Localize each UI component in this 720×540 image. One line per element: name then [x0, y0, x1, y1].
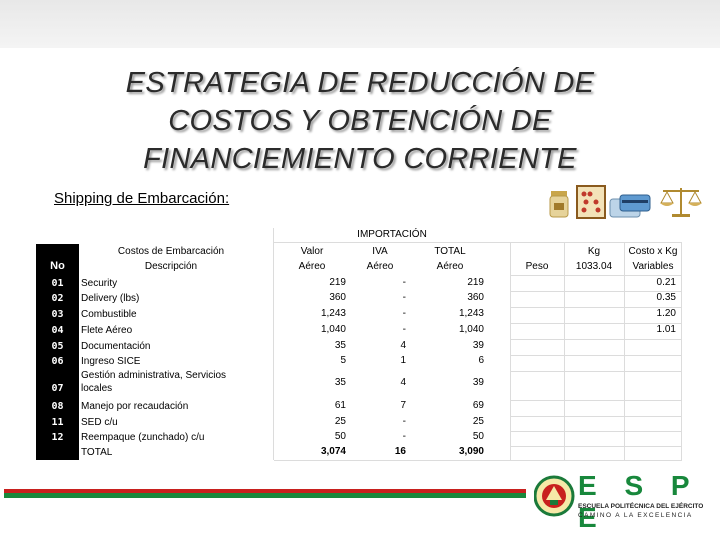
title-line-1: ESTRATEGIA DE REDUCCIÓN DE	[125, 67, 595, 99]
row-iva: 4	[400, 340, 406, 351]
header-iva: IVA	[372, 246, 388, 257]
row-total: 1,243	[458, 308, 484, 319]
row-desc: Reempaque (zunchado) c/u	[81, 432, 205, 443]
header-total: TOTAL	[434, 246, 466, 257]
costs-table: IMPORTACIÓN No Costos de Embarcación Des…	[36, 228, 682, 461]
row-total: 25	[472, 416, 484, 427]
row-no: 08	[51, 401, 64, 412]
header-costos: Costos de Embarcación	[117, 246, 225, 257]
espe-logo: E S P E ESCUELA POLITÉCNICA DEL EJÉRCITO…	[533, 470, 714, 533]
row-no: 05	[51, 341, 64, 352]
row-iva: 4	[400, 377, 406, 388]
title-line-3: FINANCIEMIENTO CORRIENTE	[143, 143, 577, 175]
row-valor: 219	[329, 277, 346, 288]
row-no: 06	[51, 356, 64, 367]
total-label: TOTAL	[81, 447, 113, 458]
row-iva: -	[402, 277, 406, 288]
header-total-aereo: Aéreo	[436, 261, 464, 272]
row-total: 1,040	[458, 324, 484, 335]
row-valor: 1,040	[320, 324, 346, 335]
total-valor: 3,074	[320, 446, 346, 457]
page-title: ESTRATEGIA DE REDUCCIÓN DE COSTOS Y OBTE…	[60, 64, 660, 178]
row-valor: 61	[334, 400, 346, 411]
row-desc: Documentación	[81, 341, 151, 352]
row-no: 01	[51, 278, 64, 289]
header-variables: Variables	[632, 261, 674, 272]
decorative-icons	[548, 183, 708, 223]
header-no: No	[50, 260, 65, 272]
row-valor: 360	[329, 292, 346, 303]
row-valor: 50	[334, 431, 346, 442]
row-total: 50	[472, 431, 484, 442]
kg-value: 1033.04	[575, 261, 613, 272]
logo-line-2: CAMINO A LA EXCELENCIA	[578, 512, 693, 519]
top-band	[0, 0, 720, 48]
row-total: 360	[467, 292, 484, 303]
header-descripcion: Descripción	[144, 261, 198, 272]
row-desc: Ingreso SICE	[81, 356, 141, 367]
total-iva: 16	[394, 446, 406, 457]
row-iva: -	[402, 416, 406, 427]
row-valor: 5	[340, 355, 346, 366]
group-header: IMPORTACIÓN	[357, 229, 427, 240]
logo-wordmark: E S P E	[578, 470, 700, 533]
total-total: 3,090	[458, 446, 484, 457]
row-valor: 35	[334, 340, 346, 351]
row-iva: -	[402, 324, 406, 335]
row-no: 02	[51, 293, 64, 304]
row-total: 39	[472, 377, 484, 388]
subtitle: Shipping de Embarcación:	[54, 190, 230, 207]
header-peso: Peso	[525, 261, 549, 272]
row-valor: 25	[334, 416, 346, 427]
row-desc: Delivery (lbs)	[81, 293, 140, 304]
row-valor: 35	[334, 377, 346, 388]
row-total: 69	[472, 400, 484, 411]
row-no: 11	[51, 417, 64, 428]
row-iva: -	[402, 292, 406, 303]
row-costo: 0.35	[656, 292, 676, 303]
logo-line-1: ESCUELA POLITÉCNICA DEL EJÉRCITO	[578, 503, 704, 510]
row-iva: 1	[400, 355, 406, 366]
header-iva-aereo: Aéreo	[366, 261, 394, 272]
green-divider	[4, 493, 526, 498]
row-total: 39	[472, 340, 484, 351]
row-costo: 0.21	[656, 277, 676, 288]
row-valor: 1,243	[320, 308, 346, 319]
scale-icon	[660, 188, 702, 217]
row-desc: Combustible	[81, 309, 137, 320]
row-costo: 1.20	[656, 308, 676, 319]
row-desc: Security	[81, 278, 118, 289]
header-kg: Kg	[587, 246, 601, 257]
row-costo: 1.01	[656, 324, 676, 335]
row-iva: -	[402, 308, 406, 319]
espe-seal-icon	[533, 475, 575, 517]
row-no: 12	[51, 432, 64, 443]
row-iva: 7	[400, 400, 406, 411]
number-column-background	[36, 256, 79, 460]
row-no: 07	[51, 383, 64, 394]
jar-icon	[549, 191, 569, 218]
row-iva: -	[402, 431, 406, 442]
title-line-2: COSTOS Y OBTENCIÓN DE	[168, 105, 552, 137]
header-valor-aereo: Aéreo	[298, 261, 326, 272]
row-no: 03	[51, 309, 64, 320]
row-desc: Gestión administrativa, Servicios locale…	[81, 370, 227, 394]
header-costo-kg: Costo x Kg	[628, 246, 678, 257]
red-divider	[4, 489, 526, 493]
row-total: 219	[467, 277, 484, 288]
row-no: 04	[51, 325, 64, 336]
card-icon	[609, 194, 651, 218]
abacus-icon	[576, 185, 606, 219]
row-desc: Flete Aéreo	[81, 325, 133, 336]
row-total: 6	[478, 355, 484, 366]
row-desc: SED c/u	[81, 417, 118, 428]
header-valor: Valor	[300, 246, 324, 257]
row-desc: Manejo por recaudación	[81, 401, 189, 412]
